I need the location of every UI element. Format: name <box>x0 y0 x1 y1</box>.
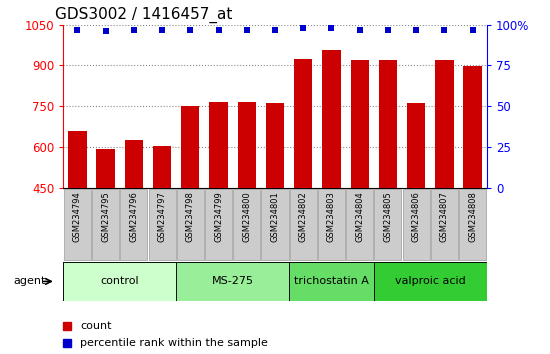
Point <box>440 27 449 33</box>
Text: valproic acid: valproic acid <box>395 276 466 286</box>
FancyBboxPatch shape <box>64 189 91 261</box>
Bar <box>435 60 454 310</box>
Bar <box>322 50 340 310</box>
Text: GSM234806: GSM234806 <box>411 191 421 242</box>
Bar <box>294 59 312 310</box>
FancyBboxPatch shape <box>63 262 487 301</box>
Text: percentile rank within the sample: percentile rank within the sample <box>80 338 268 348</box>
Text: GSM234795: GSM234795 <box>101 191 110 242</box>
Text: control: control <box>101 276 139 286</box>
Text: GSM234804: GSM234804 <box>355 191 364 242</box>
FancyBboxPatch shape <box>290 189 317 261</box>
Bar <box>407 103 425 310</box>
FancyBboxPatch shape <box>63 262 176 301</box>
Text: agent: agent <box>14 276 46 286</box>
Bar <box>210 102 228 310</box>
Bar <box>181 106 200 310</box>
Bar <box>464 66 482 310</box>
Text: GSM234798: GSM234798 <box>186 191 195 242</box>
FancyBboxPatch shape <box>289 262 374 301</box>
Text: GSM234799: GSM234799 <box>214 191 223 242</box>
Point <box>271 27 279 33</box>
Point <box>383 27 392 33</box>
Text: GDS3002 / 1416457_at: GDS3002 / 1416457_at <box>55 7 232 23</box>
FancyBboxPatch shape <box>403 189 430 261</box>
Text: trichostatin A: trichostatin A <box>294 276 369 286</box>
FancyBboxPatch shape <box>233 189 260 261</box>
Text: count: count <box>80 321 112 331</box>
Point <box>243 27 251 33</box>
Point <box>214 27 223 33</box>
Text: GSM234807: GSM234807 <box>440 191 449 242</box>
Text: GSM234796: GSM234796 <box>129 191 139 242</box>
Bar <box>379 60 397 310</box>
FancyBboxPatch shape <box>120 189 147 261</box>
Point <box>101 28 110 34</box>
FancyBboxPatch shape <box>459 189 486 261</box>
FancyBboxPatch shape <box>148 189 175 261</box>
Point <box>299 25 307 31</box>
FancyBboxPatch shape <box>261 189 289 261</box>
FancyBboxPatch shape <box>92 189 119 261</box>
Point <box>73 27 82 33</box>
Text: GSM234808: GSM234808 <box>468 191 477 242</box>
Text: GSM234803: GSM234803 <box>327 191 336 242</box>
Point <box>158 27 167 33</box>
Text: GSM234800: GSM234800 <box>242 191 251 242</box>
FancyBboxPatch shape <box>176 262 289 301</box>
Point <box>412 27 421 33</box>
FancyBboxPatch shape <box>346 189 373 261</box>
FancyBboxPatch shape <box>205 189 232 261</box>
Point <box>129 27 138 33</box>
Text: GSM234802: GSM234802 <box>299 191 308 242</box>
Point <box>468 27 477 33</box>
Text: GSM234801: GSM234801 <box>271 191 279 242</box>
Bar <box>96 149 115 310</box>
FancyBboxPatch shape <box>431 189 458 261</box>
Point <box>327 25 336 31</box>
FancyBboxPatch shape <box>177 189 204 261</box>
Bar <box>153 146 171 310</box>
Bar <box>238 102 256 310</box>
Text: GSM234805: GSM234805 <box>383 191 393 242</box>
Text: GSM234797: GSM234797 <box>157 191 167 242</box>
Point <box>355 27 364 33</box>
Bar <box>125 139 143 310</box>
Bar <box>350 60 369 310</box>
Bar <box>266 103 284 310</box>
Text: MS-275: MS-275 <box>212 276 254 286</box>
FancyBboxPatch shape <box>375 189 402 261</box>
Text: GSM234794: GSM234794 <box>73 191 82 242</box>
Bar <box>68 131 86 310</box>
FancyBboxPatch shape <box>318 189 345 261</box>
Point <box>186 27 195 33</box>
FancyBboxPatch shape <box>374 262 487 301</box>
